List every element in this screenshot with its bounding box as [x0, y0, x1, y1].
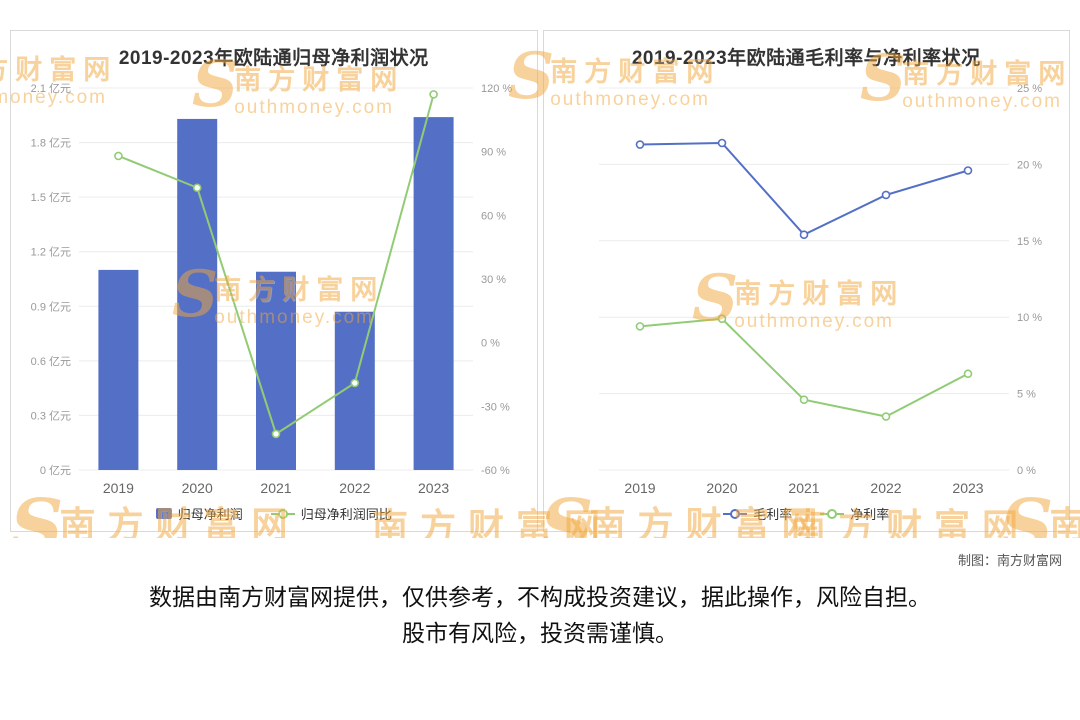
svg-text:2023: 2023 [953, 480, 984, 496]
disclaimer-line-1: 数据由南方财富网提供，仅供参考，不构成投资建议，据此操作，风险自担。 [149, 584, 931, 610]
margin-legend: 毛利率 净利率 [544, 504, 1070, 523]
svg-text:2022: 2022 [339, 480, 370, 496]
line-swatch-icon [723, 508, 748, 520]
disclaimer: 数据由南方财富网提供，仅供参考，不构成投资建议，据此操作，风险自担。 股市有风险… [0, 580, 1080, 651]
margin-chart: 0 % 5 % 10 % 15 % 20 % 25 % 2019 2020 2021 2022 20… [599, 83, 1043, 496]
bar-swatch-icon [155, 508, 172, 519]
line-swatch-icon [820, 508, 845, 520]
line-swatch-icon [270, 508, 295, 520]
net-profit-legend: 归母净利润 归母净利润同比 [11, 504, 537, 523]
svg-text:5 %: 5 % [1017, 389, 1036, 401]
legend-item-net-profit[interactable]: 归母净利润 [155, 504, 243, 523]
svg-text:2022: 2022 [871, 480, 902, 496]
margin-chart-panel: 2019-2023年欧陆通毛利率与净利率状况 0 % 5 % 10 % 15 % 20 … [542, 30, 1070, 532]
svg-text:0.3 亿元: 0.3 亿元 [30, 409, 70, 422]
svg-text:1.8 亿元: 1.8 亿元 [30, 137, 70, 150]
svg-text:2020: 2020 [707, 480, 738, 496]
svg-text:-60 %: -60 % [481, 465, 510, 477]
net-profit-chart: 0 亿元 0.3 亿元 0.6 亿元 0.9 亿元 1.2 亿元 1.5 亿元 1.8 亿元… [30, 82, 512, 496]
svg-text:10 %: 10 % [1017, 312, 1042, 324]
legend-label: 净利率 [850, 507, 890, 522]
margin-chart-title: 2019-2023年欧陆通毛利率与净利率状况 [631, 48, 981, 69]
svg-text:60 %: 60 % [481, 210, 506, 222]
svg-text:15 %: 15 % [1017, 236, 1042, 248]
svg-text:1.5 亿元: 1.5 亿元 [30, 191, 70, 204]
legend-label: 归母净利润同比 [300, 507, 392, 522]
svg-text:30 %: 30 % [481, 274, 506, 286]
disclaimer-line-2: 股市有风险，投资需谨慎。 [402, 619, 678, 646]
svg-text:2021: 2021 [260, 480, 291, 496]
svg-text:2019: 2019 [625, 480, 656, 496]
svg-text:0 %: 0 % [1017, 465, 1036, 477]
legend-item-gross-margin[interactable]: 毛利率 [723, 504, 792, 523]
svg-text:2021: 2021 [789, 480, 820, 496]
svg-text:25 %: 25 % [1017, 83, 1042, 95]
svg-text:2.1 亿元: 2.1 亿元 [30, 82, 70, 95]
svg-text:0 亿元: 0 亿元 [40, 464, 71, 477]
legend-item-net-profit-yoy[interactable]: 归母净利润同比 [270, 504, 392, 523]
net-profit-chart-panel: 2019-2023年欧陆通归母净利润状况 0 亿元 0.3 亿元 0.6 亿元 0.9… [10, 30, 538, 532]
svg-text:120 %: 120 % [481, 83, 512, 95]
svg-text:1.2 亿元: 1.2 亿元 [30, 246, 70, 259]
svg-text:90 %: 90 % [481, 147, 506, 159]
svg-text:2020: 2020 [181, 480, 212, 496]
svg-text:2023: 2023 [418, 480, 449, 496]
svg-text:-30 %: -30 % [481, 401, 510, 413]
svg-text:2019: 2019 [103, 480, 134, 496]
chart-credit: 制图：南方财富网 [957, 553, 1062, 568]
legend-item-net-margin[interactable]: 净利率 [820, 504, 889, 523]
svg-text:0.6 亿元: 0.6 亿元 [30, 355, 70, 368]
net-profit-chart-title: 2019-2023年欧陆通归母净利润状况 [118, 48, 429, 69]
legend-label: 毛利率 [753, 507, 793, 522]
charts-row: 2019-2023年欧陆通归母净利润状况 0 亿元 0.3 亿元 0.6 亿元 0.9… [10, 30, 1070, 532]
svg-text:0.9 亿元: 0.9 亿元 [30, 300, 70, 313]
svg-text:0 %: 0 % [481, 338, 500, 350]
svg-text:20 %: 20 % [1017, 159, 1042, 171]
legend-label: 归母净利润 [177, 507, 243, 522]
